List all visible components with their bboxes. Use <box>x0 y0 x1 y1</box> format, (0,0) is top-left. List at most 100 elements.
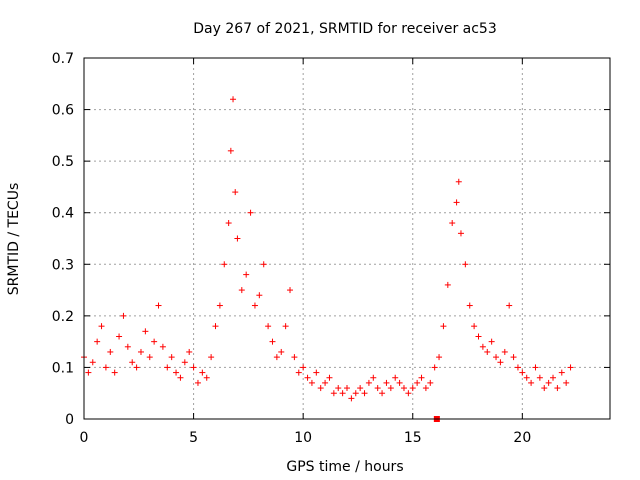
data-point <box>203 374 210 381</box>
y-tick-label: 0.2 <box>52 309 74 325</box>
data-point <box>370 374 377 381</box>
y-tick-label: 0.7 <box>52 51 74 67</box>
data-point <box>392 374 399 381</box>
data-point <box>260 261 267 268</box>
data-point <box>221 261 228 268</box>
data-point <box>133 364 140 371</box>
x-tick-label: 15 <box>404 430 422 446</box>
data-point <box>155 302 162 309</box>
chart-title: Day 267 of 2021, SRMTID for receiver ac5… <box>193 21 497 37</box>
data-point <box>550 374 557 381</box>
data-point <box>116 333 123 340</box>
data-point <box>199 369 206 376</box>
data-point <box>102 364 109 371</box>
data-point <box>558 369 565 376</box>
x-tick-label: 5 <box>189 430 198 446</box>
data-point <box>536 374 543 381</box>
data-point <box>230 96 237 103</box>
data-point <box>243 271 250 278</box>
data-point <box>501 348 508 355</box>
data-point <box>335 385 342 392</box>
data-point <box>339 390 346 397</box>
data-point <box>295 369 302 376</box>
data-point <box>216 302 223 309</box>
data-point <box>563 379 570 386</box>
data-point <box>232 189 239 196</box>
data-point <box>484 348 491 355</box>
plot-frame <box>83 57 611 420</box>
data-point <box>436 354 443 361</box>
data-point <box>532 364 539 371</box>
data-point <box>313 369 320 376</box>
data-point <box>151 338 158 345</box>
data-point <box>488 338 495 345</box>
data-point <box>173 369 180 376</box>
data-point <box>120 312 127 319</box>
grid <box>84 58 610 419</box>
y-axis-label: SRMTID / TECUs <box>6 183 22 296</box>
data-point <box>208 354 215 361</box>
data-point <box>523 374 530 381</box>
data-point <box>234 235 241 242</box>
data-point <box>265 323 272 330</box>
y-tick-label: 0.3 <box>52 257 74 273</box>
data-point <box>431 364 438 371</box>
data-point <box>238 287 245 294</box>
data-point <box>466 302 473 309</box>
data-point <box>247 209 254 216</box>
data-point <box>396 379 403 386</box>
data-point <box>455 178 462 185</box>
data-point <box>374 385 381 392</box>
data-point <box>227 147 234 154</box>
data-point <box>308 379 315 386</box>
data-point <box>418 374 425 381</box>
data-point <box>94 338 101 345</box>
data-point <box>287 287 294 294</box>
data-point <box>194 379 201 386</box>
data-point <box>85 369 92 376</box>
data-point <box>383 379 390 386</box>
data-point <box>164 364 171 371</box>
data-point <box>449 220 456 227</box>
data-point <box>168 354 175 361</box>
data-point <box>440 323 447 330</box>
axis-ticks <box>83 57 610 420</box>
data-point <box>506 302 513 309</box>
data-point <box>181 359 188 366</box>
y-tick-label: 0 <box>65 412 74 428</box>
data-point <box>545 379 552 386</box>
data-point <box>225 220 232 227</box>
data-point <box>348 395 355 402</box>
data-point <box>291 354 298 361</box>
data-point <box>269 338 276 345</box>
data-point <box>457 230 464 237</box>
x-tick-label: 10 <box>294 430 312 446</box>
data-point <box>326 374 333 381</box>
data-point <box>212 323 219 330</box>
tick-labels: 0 0.1 0.2 0.3 0.4 0.5 0.6 0.7 0 5 10 15 20 <box>52 51 532 446</box>
data-point <box>137 348 144 355</box>
y-tick-label: 0.5 <box>52 154 74 170</box>
data-point <box>352 390 359 397</box>
data-point <box>365 379 372 386</box>
data-point <box>304 374 311 381</box>
data-point <box>146 354 153 361</box>
data-point <box>444 281 451 288</box>
data-point <box>414 379 421 386</box>
data-point <box>409 385 416 392</box>
data-point <box>273 354 280 361</box>
data-point <box>519 369 526 376</box>
data-point <box>190 364 197 371</box>
data-points <box>81 96 574 422</box>
data-point <box>541 385 548 392</box>
data-point <box>471 323 478 330</box>
data-point <box>124 343 131 350</box>
data-point <box>129 359 136 366</box>
data-point <box>453 199 460 206</box>
data-point <box>567 364 574 371</box>
data-point <box>497 359 504 366</box>
data-point <box>475 333 482 340</box>
y-tick-label: 0.6 <box>52 103 74 119</box>
data-point <box>177 374 184 381</box>
